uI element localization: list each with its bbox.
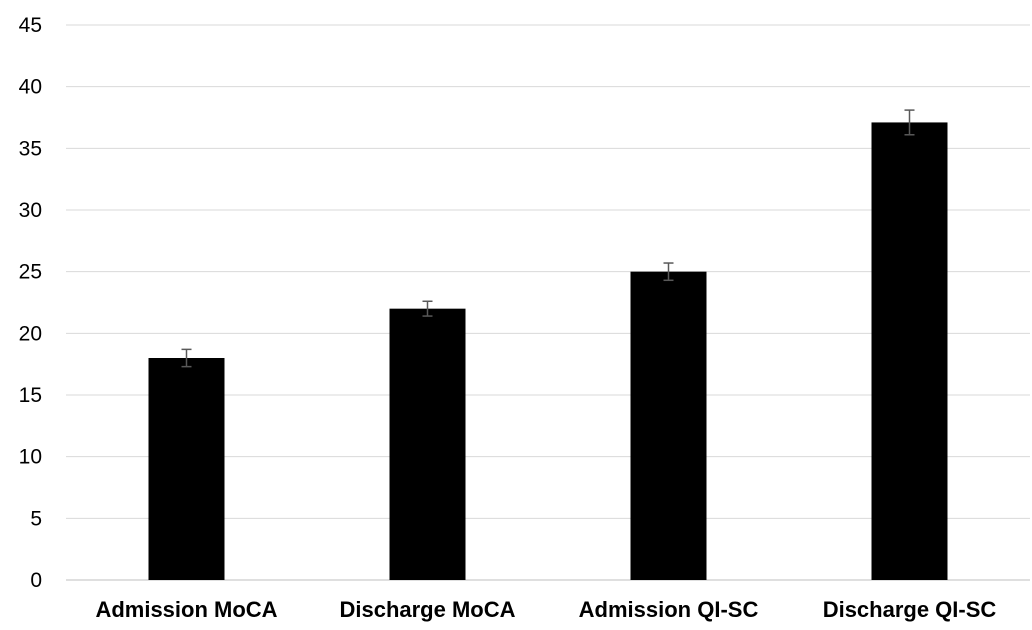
y-tick-label-15: 15 xyxy=(19,384,42,407)
y-tick-label-5: 5 xyxy=(30,507,42,530)
x-category-label-2: Discharge MoCA xyxy=(339,597,515,622)
bar-1 xyxy=(148,358,225,580)
x-category-label-1: Admission MoCA xyxy=(95,597,277,622)
bars xyxy=(148,122,948,580)
bar-4 xyxy=(871,122,948,580)
y-tick-label-45: 45 xyxy=(19,14,42,37)
y-tick-label-10: 10 xyxy=(19,446,42,469)
bar-2 xyxy=(389,308,466,580)
error-bar-2 xyxy=(422,300,433,317)
x-category-label-4: Discharge QI-SC xyxy=(823,597,997,622)
y-tick-label-35: 35 xyxy=(19,137,42,160)
error-bar-4 xyxy=(904,109,915,136)
y-tick-label-0: 0 xyxy=(30,569,42,592)
error-bar-3 xyxy=(663,262,674,282)
y-tick-label-40: 40 xyxy=(19,76,42,99)
error-bar-1 xyxy=(181,348,192,368)
gridlines xyxy=(66,24,1030,581)
bar-3 xyxy=(630,271,707,580)
y-tick-label-25: 25 xyxy=(19,261,42,284)
y-tick-label-20: 20 xyxy=(19,322,42,345)
y-tick-label-30: 30 xyxy=(19,199,42,222)
x-category-label-3: Admission QI-SC xyxy=(579,597,759,622)
y-axis-tick-labels: 0 5 10 15 20 25 30 35 40 45 xyxy=(19,14,42,592)
x-axis-category-labels: Admission MoCA Discharge MoCA Admission QI… xyxy=(95,597,996,622)
error-bars xyxy=(181,109,915,368)
